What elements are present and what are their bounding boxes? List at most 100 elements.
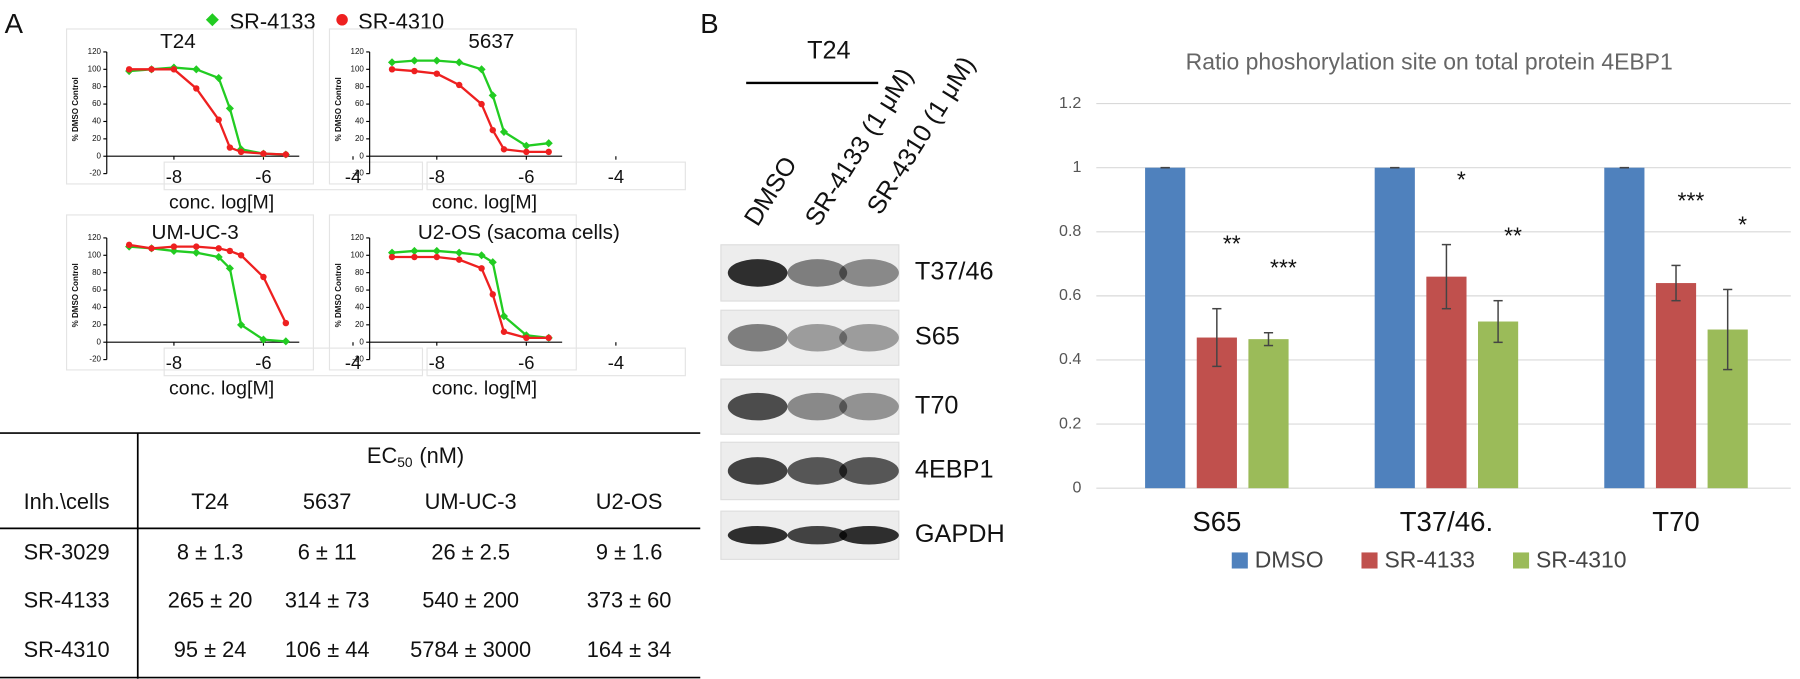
y-tick-label: 0 xyxy=(97,151,102,160)
table-cell: SR-4310 xyxy=(24,637,110,662)
data-point xyxy=(477,251,486,260)
data-point xyxy=(388,66,396,73)
fit-curve xyxy=(128,243,287,324)
legend-swatch xyxy=(1361,552,1378,569)
data-point xyxy=(500,146,508,153)
data-point xyxy=(455,81,463,89)
table-cell: 314 ± 73 xyxy=(285,588,370,613)
y-tick-label: 0 xyxy=(97,337,102,346)
y-tick-label: 0.4 xyxy=(1059,350,1081,368)
data-point xyxy=(477,65,486,74)
data-point xyxy=(237,252,245,259)
data-point xyxy=(410,246,419,256)
y-tick-label: 120 xyxy=(88,233,102,242)
data-point xyxy=(499,312,509,321)
panel-label: A xyxy=(5,8,24,39)
panel-title: T24 xyxy=(160,30,196,53)
data-point xyxy=(214,73,223,83)
table-cell: 540 ± 200 xyxy=(422,588,519,613)
x-tick-label: -6 xyxy=(518,166,534,187)
plot-frame xyxy=(328,214,577,371)
x-tick-label: -4 xyxy=(608,352,624,373)
significance: *** xyxy=(1678,187,1705,213)
y-tick-label: 20 xyxy=(355,320,364,329)
significance: ** xyxy=(1223,231,1241,257)
blot-band xyxy=(839,392,899,421)
y-tick-label: 80 xyxy=(92,268,101,277)
blot-row-label: T70 xyxy=(915,391,959,419)
data-point xyxy=(489,126,496,134)
axis-frame xyxy=(163,347,424,377)
data-point xyxy=(260,273,267,281)
data-point xyxy=(237,148,245,156)
panel-title: UM-UC-3 xyxy=(152,221,239,244)
axis-frame xyxy=(163,161,424,191)
data-point xyxy=(478,265,485,272)
blot-band xyxy=(727,324,788,352)
axis-frame xyxy=(426,161,686,191)
blot-band xyxy=(839,324,899,352)
blot-row-label: 4EBP1 xyxy=(915,456,994,484)
x-tick-label: S65 xyxy=(1192,506,1241,537)
data-point xyxy=(170,243,178,250)
significance: * xyxy=(1738,211,1747,237)
data-point xyxy=(544,139,553,148)
y-tick-label: 40 xyxy=(355,117,364,126)
y-tick-label: 20 xyxy=(92,320,101,329)
table-cell: 8 ± 1.3 xyxy=(177,539,244,564)
x-tick-label: -8 xyxy=(429,352,445,373)
y-tick-label: 40 xyxy=(355,303,364,312)
chart-title: Ratio phoshorylation site on total prote… xyxy=(1186,48,1673,74)
plot-frame xyxy=(66,214,314,371)
blot-band xyxy=(727,526,788,545)
data-point xyxy=(214,252,223,262)
significance: ** xyxy=(1504,223,1522,249)
table-cell: 164 ± 34 xyxy=(587,637,672,662)
data-point xyxy=(523,148,530,156)
blot-band xyxy=(787,526,848,545)
data-point xyxy=(500,328,508,335)
y-axis-label: % DMSO Control xyxy=(334,263,343,327)
legend-marker xyxy=(336,14,348,26)
data-point xyxy=(455,248,464,257)
blot-band xyxy=(727,259,788,287)
y-axis-label: % DMSO Control xyxy=(71,263,80,327)
significance: * xyxy=(1457,167,1466,193)
blot-band xyxy=(787,259,848,287)
fit-curve xyxy=(129,66,286,156)
data-point xyxy=(170,66,178,73)
x-axis-label: conc. log[M] xyxy=(169,378,274,400)
data-point xyxy=(489,291,496,298)
data-point xyxy=(125,241,133,249)
blot-band xyxy=(839,259,899,287)
x-tick-label: T70 xyxy=(1652,506,1699,537)
table-header: T24 xyxy=(191,489,229,514)
bar xyxy=(1248,339,1289,489)
data-point xyxy=(282,319,290,327)
data-point xyxy=(432,56,441,65)
table-header: 5637 xyxy=(303,489,352,514)
y-tick-label: 60 xyxy=(92,285,101,294)
blot-band xyxy=(727,457,788,485)
y-tick-label: 0 xyxy=(359,151,364,160)
table-cell: 265 ± 20 xyxy=(168,588,253,613)
legend-label: SR-4133 xyxy=(1384,547,1475,573)
x-tick-label: -6 xyxy=(255,166,271,187)
data-point xyxy=(410,56,419,65)
bar xyxy=(1477,321,1519,489)
y-tick-label: 1 xyxy=(1072,158,1081,176)
blot-header: T24 xyxy=(807,37,851,65)
y-tick-label: -20 xyxy=(89,169,101,178)
blot-band xyxy=(839,526,899,545)
panel-label: B xyxy=(700,8,718,39)
x-tick-label: -8 xyxy=(429,166,445,187)
x-axis-label: conc. log[M] xyxy=(432,192,537,214)
text: (nM) xyxy=(419,443,464,468)
data-point xyxy=(488,258,497,267)
data-point xyxy=(192,65,201,74)
y-tick-label: -20 xyxy=(89,355,101,364)
y-tick-label: 0 xyxy=(359,337,364,346)
data-point xyxy=(488,91,497,100)
data-point xyxy=(455,58,464,67)
data-point xyxy=(148,245,155,252)
